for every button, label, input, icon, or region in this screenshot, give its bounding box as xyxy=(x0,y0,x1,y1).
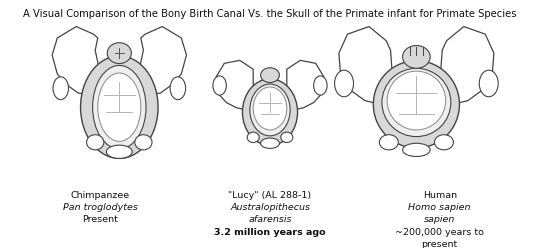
Ellipse shape xyxy=(435,135,454,150)
Ellipse shape xyxy=(250,84,290,136)
Ellipse shape xyxy=(380,135,399,150)
Ellipse shape xyxy=(281,132,293,143)
Ellipse shape xyxy=(135,135,152,150)
Ellipse shape xyxy=(253,87,287,130)
Text: Chimpanzee: Chimpanzee xyxy=(71,190,130,200)
Text: Human: Human xyxy=(423,190,457,200)
Ellipse shape xyxy=(53,77,69,100)
Ellipse shape xyxy=(106,145,132,158)
Ellipse shape xyxy=(247,132,259,143)
Ellipse shape xyxy=(107,43,131,63)
Text: sapien: sapien xyxy=(424,215,455,224)
Ellipse shape xyxy=(86,135,104,150)
Polygon shape xyxy=(441,27,494,104)
Polygon shape xyxy=(287,60,324,110)
Text: Australopithecus: Australopithecus xyxy=(230,203,310,212)
Ellipse shape xyxy=(403,46,430,68)
Ellipse shape xyxy=(314,76,327,95)
Ellipse shape xyxy=(242,79,298,145)
Text: "Lucy" (AL 288-1): "Lucy" (AL 288-1) xyxy=(228,190,312,200)
Text: Homo sapien: Homo sapien xyxy=(408,203,471,212)
Text: ~200,000 years to: ~200,000 years to xyxy=(395,228,484,237)
Ellipse shape xyxy=(403,143,430,156)
Text: Pan troglodytes: Pan troglodytes xyxy=(63,203,138,212)
Polygon shape xyxy=(138,27,186,95)
Polygon shape xyxy=(216,60,253,110)
Ellipse shape xyxy=(382,68,451,137)
Ellipse shape xyxy=(80,56,158,158)
Polygon shape xyxy=(339,27,392,104)
Text: A Visual Comparison of the Bony Birth Canal Vs. the Skull of the Primate infant : A Visual Comparison of the Bony Birth Ca… xyxy=(23,9,517,20)
Text: afarensis: afarensis xyxy=(248,215,292,224)
Ellipse shape xyxy=(170,77,186,100)
Ellipse shape xyxy=(98,73,141,141)
Ellipse shape xyxy=(335,70,354,97)
Ellipse shape xyxy=(213,76,226,95)
Ellipse shape xyxy=(93,65,146,149)
Text: Present: Present xyxy=(82,215,118,224)
Text: present: present xyxy=(422,240,458,248)
Ellipse shape xyxy=(480,70,498,97)
Ellipse shape xyxy=(373,61,460,148)
Text: 3.2 million years ago: 3.2 million years ago xyxy=(214,228,326,237)
Ellipse shape xyxy=(387,71,446,130)
Polygon shape xyxy=(52,27,100,95)
Ellipse shape xyxy=(261,138,279,148)
Ellipse shape xyxy=(261,68,279,83)
